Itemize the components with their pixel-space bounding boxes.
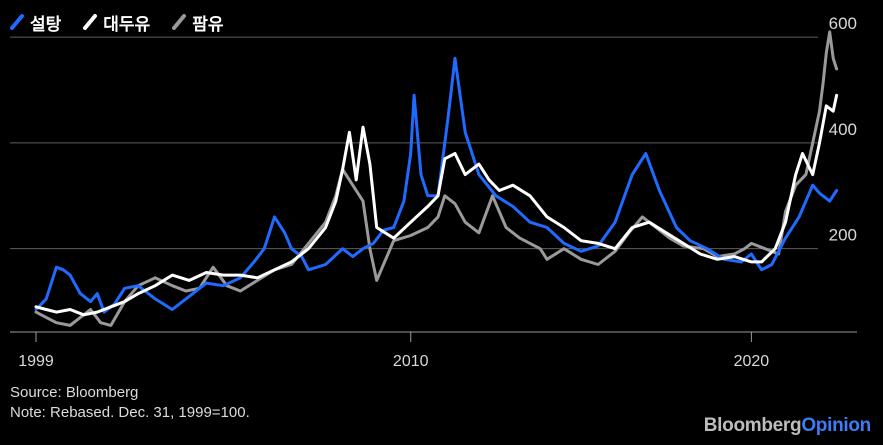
legend-label-sugar: 설탕 <box>30 14 62 35</box>
legend-label-soybean-oil: 대두유 <box>103 14 151 35</box>
legend-swatch-sugar <box>10 14 24 30</box>
grid-lines <box>10 36 818 250</box>
series-line-palm-oil <box>34 30 839 327</box>
x-tick-label-2020: 2020 <box>734 353 770 370</box>
legend-swatch-soybean-oil <box>83 14 98 30</box>
rebase-note: Note: Rebased. Dec. 31, 1999=100. <box>10 404 250 421</box>
y-tick-label-200: 200 <box>829 226 857 245</box>
footer: Source: Bloomberg Note: Rebased. Dec. 31… <box>10 383 250 423</box>
x-tick-label-1999: 1999 <box>18 353 54 370</box>
series-line-sugar <box>34 56 839 314</box>
legend-item-soybean-oil: 대두유 <box>83 10 150 35</box>
x-tick-label-2010: 2010 <box>393 353 429 370</box>
brand-opinion: Opinion <box>801 415 871 436</box>
bloomberg-opinion-logo: BloombergOpinion <box>703 415 872 437</box>
y-tick-label-600: 600 <box>829 14 857 33</box>
legend: 설탕 대두유 팜유 <box>10 8 223 36</box>
series-line-soybean-oil <box>34 93 839 317</box>
series-lines <box>34 30 839 327</box>
source-note: Source: Bloomberg <box>10 384 139 401</box>
legend-swatch-palm-oil <box>172 14 187 30</box>
axes: 200 400 600 1999 2010 2020 <box>10 14 857 370</box>
brand-bloomberg: Bloomberg <box>703 415 802 436</box>
legend-item-palm-oil: 팜유 <box>172 10 223 35</box>
legend-label-palm-oil: 팜유 <box>192 14 224 35</box>
y-tick-label-400: 400 <box>829 120 857 139</box>
legend-item-sugar: 설탕 <box>10 10 61 35</box>
